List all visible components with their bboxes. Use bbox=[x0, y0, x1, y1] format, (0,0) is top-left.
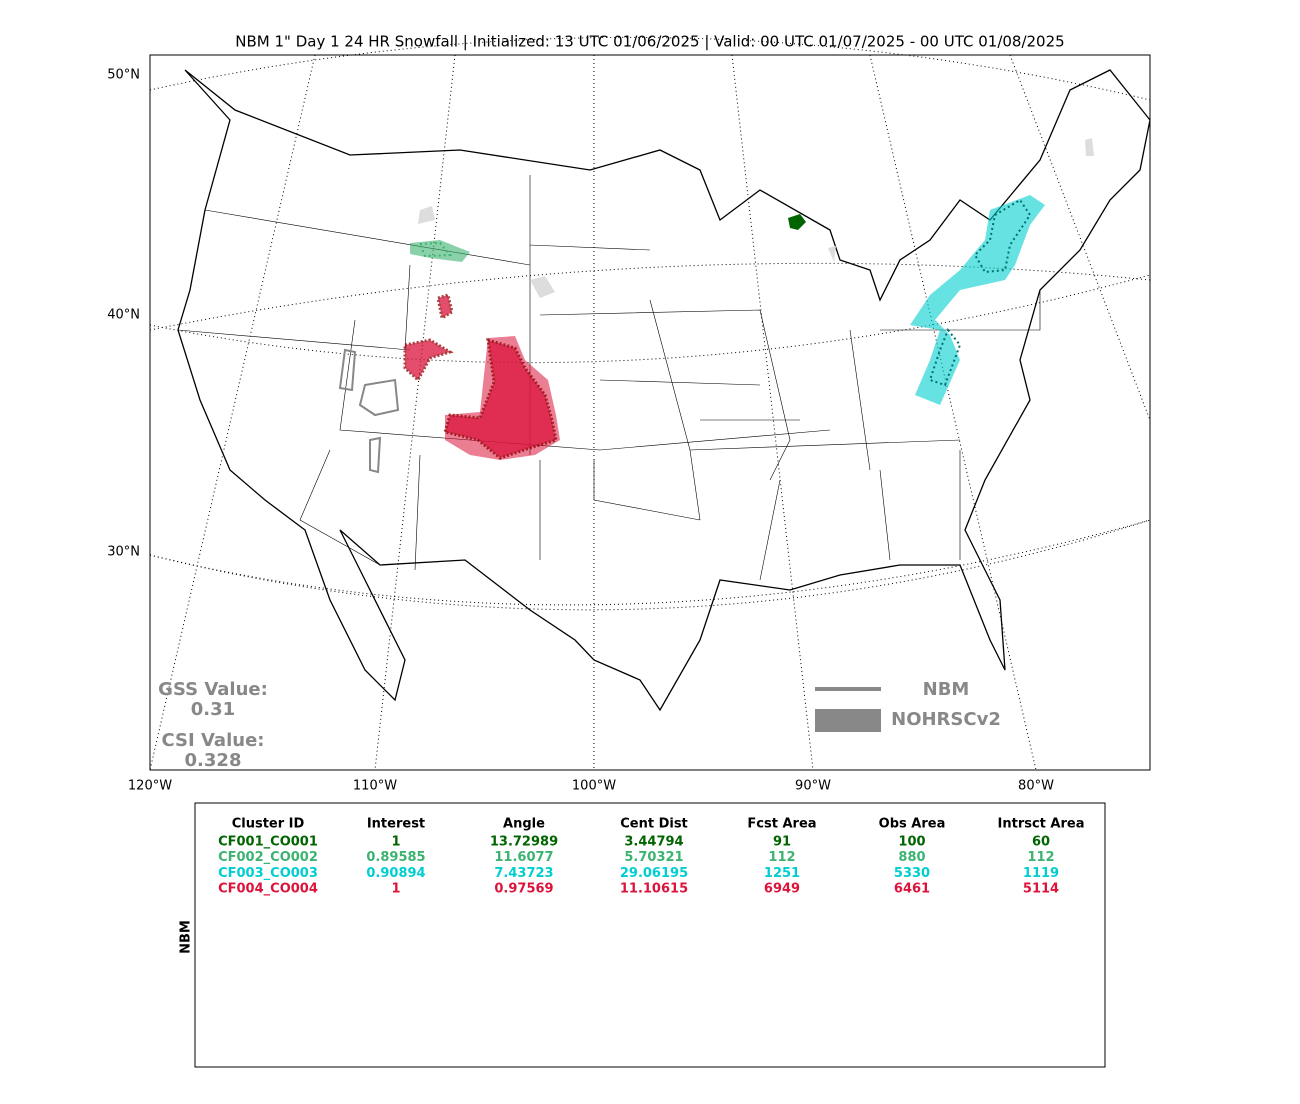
table-side-label: NBM bbox=[179, 920, 194, 954]
score-value: 0.328 bbox=[185, 750, 242, 771]
table-cell: 0.97569 bbox=[494, 882, 553, 897]
table-cell: 13.72989 bbox=[490, 835, 558, 850]
table-cell: CF004_CO004 bbox=[218, 882, 318, 897]
coastline bbox=[177, 69, 1151, 712]
column-header: Angle bbox=[503, 817, 545, 832]
table-cell: 7.43723 bbox=[494, 866, 553, 881]
title: NBM 1" Day 1 24 HR Snowfall | Initialize… bbox=[235, 33, 1064, 51]
table-cell: 0.89585 bbox=[366, 850, 425, 865]
table-cell: 1 bbox=[391, 882, 400, 897]
score-value: 0.31 bbox=[191, 699, 235, 720]
column-header: Cent Dist bbox=[620, 817, 688, 832]
table-cell: 112 bbox=[768, 850, 795, 865]
lat-label: 30°N bbox=[107, 545, 140, 560]
column-header: Cluster ID bbox=[232, 817, 305, 832]
map-frame bbox=[149, 54, 1151, 771]
table-cell: 100 bbox=[898, 835, 925, 850]
legend-patch bbox=[815, 709, 881, 732]
lon-label: 120°W bbox=[128, 779, 172, 794]
parallel bbox=[149, 36, 1151, 101]
table-frame bbox=[194, 802, 1106, 1068]
cluster-area bbox=[910, 195, 1045, 405]
lat-label: 50°N bbox=[107, 68, 140, 83]
score-label: GSS Value: bbox=[158, 679, 268, 700]
cluster-outline bbox=[418, 241, 453, 258]
table-cell: CF002_CO002 bbox=[218, 850, 318, 865]
map: NBM NOHRSCv2 bbox=[149, 36, 1151, 771]
table-cell: CF001_CO001 bbox=[218, 835, 318, 850]
table-cell: 5330 bbox=[894, 866, 930, 881]
table-cell: 112 bbox=[1027, 850, 1054, 865]
table-cell: 60 bbox=[1032, 835, 1050, 850]
table-cell: 5114 bbox=[1023, 882, 1059, 897]
table-cell: 1 bbox=[391, 835, 400, 850]
table-cell: 11.10615 bbox=[620, 882, 688, 897]
cluster-outline bbox=[928, 198, 1032, 387]
other-nbm bbox=[338, 348, 400, 474]
score-label: CSI Value: bbox=[162, 730, 265, 751]
table-cell: 11.6077 bbox=[494, 850, 553, 865]
column-header: Interest bbox=[367, 817, 425, 832]
lon-label: 80°W bbox=[1018, 779, 1054, 794]
column-header: Obs Area bbox=[879, 817, 946, 832]
table-cell: 1251 bbox=[764, 866, 800, 881]
table-cell: 6461 bbox=[894, 882, 930, 897]
column-header: Fcst Area bbox=[747, 817, 816, 832]
legend-label: NOHRSCv2 bbox=[891, 709, 1001, 730]
lon-label: 90°W bbox=[795, 779, 831, 794]
table-cell: 3.44794 bbox=[624, 835, 683, 850]
lat-label: 40°N bbox=[107, 308, 140, 323]
table-cell: 0.90894 bbox=[366, 866, 425, 881]
cluster-outline bbox=[403, 293, 558, 460]
parallel bbox=[149, 274, 1151, 364]
table-cell: 1119 bbox=[1023, 866, 1059, 881]
cluster-area bbox=[788, 214, 806, 230]
table-cell: CF003_CO003 bbox=[218, 866, 318, 881]
table-cell: 880 bbox=[898, 850, 925, 865]
parallel bbox=[149, 262, 1151, 331]
lon-label: 110°W bbox=[353, 779, 397, 794]
table-cell: 91 bbox=[773, 835, 791, 850]
column-header: Intrsct Area bbox=[998, 817, 1085, 832]
table-cell: 6949 bbox=[764, 882, 800, 897]
axis-labels: 50°N 40°N 30°N 120°W 110°W 100°W 90°W 80°W GSS V… bbox=[107, 68, 1054, 794]
lon-label: 100°W bbox=[572, 779, 616, 794]
table-cell: 29.06195 bbox=[620, 866, 688, 881]
table: Cluster ID Interest Angle Cent Dist Fcst Are… bbox=[218, 817, 1084, 897]
table-cell: 5.70321 bbox=[624, 850, 683, 865]
parallel bbox=[149, 519, 1151, 611]
legend-label: NBM bbox=[923, 679, 970, 700]
parallel bbox=[149, 519, 1151, 606]
